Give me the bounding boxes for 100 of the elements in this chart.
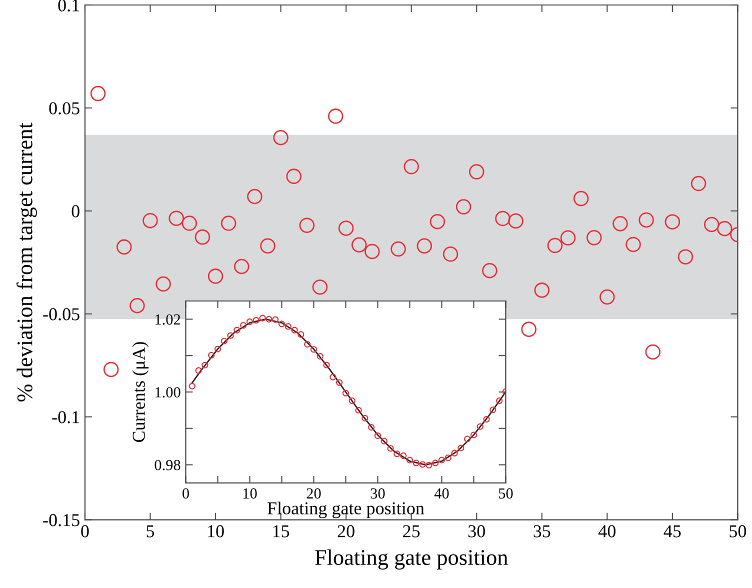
point — [547, 238, 563, 254]
point — [458, 444, 464, 452]
y-tick-label: -0.1 — [52, 411, 80, 424]
point — [328, 108, 344, 124]
point — [312, 279, 328, 295]
point — [586, 230, 602, 246]
point — [442, 246, 458, 262]
x-tick-label: 0 — [182, 488, 189, 499]
point — [90, 86, 106, 102]
y-tick-label: 0.98 — [154, 460, 180, 470]
point — [419, 461, 426, 468]
x-tick-label: 45 — [664, 525, 681, 538]
point — [690, 176, 706, 192]
x-tick-label: 25 — [403, 525, 420, 538]
y-axis-title: % deviation from target current — [16, 122, 37, 402]
point — [220, 338, 228, 344]
point — [310, 346, 318, 353]
point — [316, 352, 324, 360]
point — [291, 326, 298, 334]
point — [390, 241, 406, 257]
x-tick-label: 30 — [370, 488, 385, 499]
point — [432, 460, 439, 466]
x-tick-label: 10 — [243, 488, 257, 499]
point — [717, 220, 732, 236]
x-tick-label: 20 — [338, 525, 354, 538]
point — [260, 238, 276, 254]
point — [355, 406, 362, 414]
point — [678, 249, 694, 264]
point — [286, 168, 302, 184]
point — [364, 244, 380, 260]
point — [214, 346, 222, 352]
point — [336, 379, 343, 386]
point — [208, 268, 224, 284]
point — [394, 450, 400, 458]
x-tick-label: 50 — [498, 488, 513, 499]
point — [227, 332, 234, 339]
point — [272, 316, 279, 323]
point — [240, 322, 247, 329]
point — [600, 289, 615, 305]
x-tick-label: 40 — [598, 525, 616, 538]
point — [338, 220, 354, 236]
point — [438, 456, 446, 464]
point — [351, 237, 367, 253]
point — [626, 236, 641, 252]
point — [278, 320, 286, 328]
point — [664, 214, 680, 230]
x-tick-label: 40 — [434, 488, 449, 499]
x-tick-label: 20 — [306, 488, 321, 499]
point — [534, 282, 550, 298]
point — [284, 323, 292, 330]
point — [573, 190, 589, 206]
point — [468, 164, 484, 180]
x-tick-label: 10 — [208, 525, 224, 538]
point — [247, 188, 262, 204]
x-tick-label: 30 — [468, 525, 485, 538]
point — [508, 213, 524, 229]
point — [195, 367, 202, 374]
point — [464, 436, 471, 442]
point — [612, 216, 628, 232]
point — [252, 316, 260, 324]
point — [495, 210, 510, 226]
point — [234, 258, 250, 274]
point — [470, 432, 478, 438]
point — [273, 130, 288, 146]
point — [188, 382, 196, 390]
y-tick-label: -0.05 — [43, 308, 80, 320]
y-tick-label: 0 — [72, 205, 80, 218]
point — [246, 318, 254, 326]
point — [130, 298, 145, 314]
point — [451, 450, 458, 456]
point — [645, 344, 660, 360]
point — [483, 416, 490, 423]
point — [348, 397, 356, 404]
point — [103, 362, 119, 378]
point — [456, 199, 472, 214]
x-axis-title: Floating gate position — [315, 549, 508, 570]
point — [476, 423, 484, 430]
point — [426, 462, 432, 468]
point — [362, 414, 368, 422]
point — [220, 216, 236, 231]
y-axis-title: Currents (μA) — [132, 342, 149, 442]
point — [142, 212, 158, 228]
x-tick-label: 50 — [730, 525, 746, 538]
point — [304, 340, 311, 348]
point — [116, 239, 132, 255]
y-tick-label: 0.05 — [49, 102, 80, 114]
point — [208, 352, 215, 359]
point — [259, 314, 266, 322]
point — [482, 262, 498, 278]
y-tick-label: 1.00 — [155, 387, 180, 398]
point — [416, 238, 432, 254]
point — [330, 374, 336, 380]
point — [342, 390, 350, 396]
x-axis-title: Floating gate position — [268, 502, 424, 518]
point — [202, 362, 208, 368]
point — [266, 316, 272, 323]
point — [182, 216, 198, 231]
point — [368, 424, 375, 431]
point — [638, 212, 654, 228]
x-tick-label: 15 — [273, 525, 290, 538]
